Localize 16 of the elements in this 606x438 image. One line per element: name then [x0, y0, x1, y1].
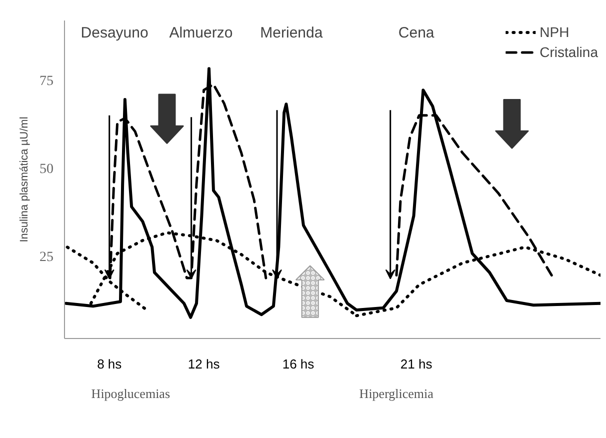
annotation: Almuerzo [169, 24, 233, 42]
text: Hipoglucemias [91, 386, 170, 401]
legend-label: NPH [540, 24, 570, 40]
annotation: Merienda [260, 24, 324, 42]
y-tick-label: 75 [40, 74, 54, 90]
x-tick-label: 16 hs [282, 356, 315, 372]
annotation: Cena [398, 24, 435, 42]
x-tick-label: 12 hs [188, 356, 220, 372]
y-tick-label: 25 [40, 250, 54, 265]
x-tick-label: 21 hs [400, 356, 433, 372]
legend-label: Cristalina [540, 44, 598, 60]
annotation: Desayuno [80, 24, 148, 42]
x-tick-label: 8 hs [97, 356, 122, 372]
y-axis-title: Insulina plasmática µU/ml [18, 116, 30, 242]
y-tick-label: 50 [40, 162, 54, 178]
text: Hiperglicemia [359, 386, 434, 401]
